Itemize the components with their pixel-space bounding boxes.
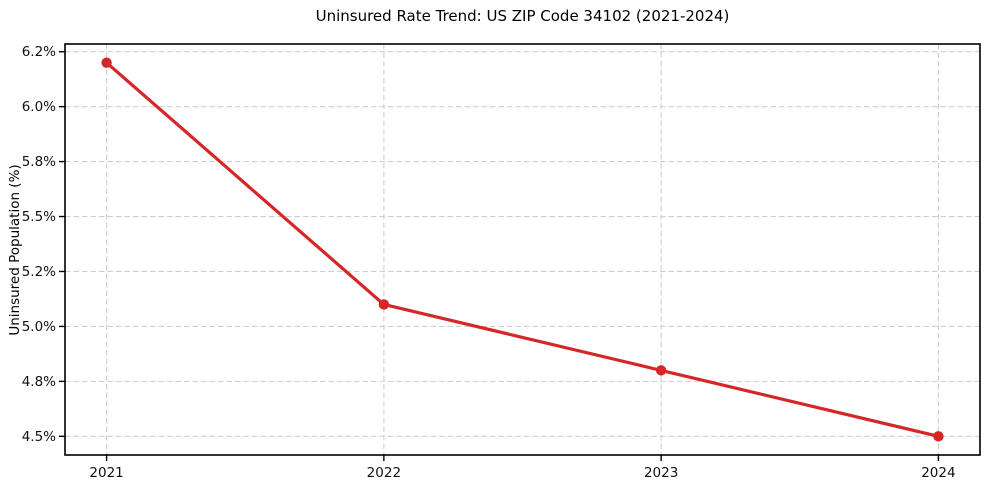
y-tick-label: 4.5% [22,429,56,445]
x-tick-label: 2022 [367,465,401,481]
x-tick-label: 2024 [921,465,955,481]
y-tick-label: 5.2% [22,264,56,280]
data-point-2024 [933,431,944,442]
data-point-2022 [378,299,390,310]
plot-border [64,43,981,456]
y-tick-label: 6.0% [22,99,56,115]
x-tick-label: 2023 [644,465,678,481]
y-axis-label: Uninsured Population (%) [7,164,23,336]
y-tick-label: 5.0% [22,319,56,335]
y-tick-label: 5.8% [22,154,56,170]
chart-title: Uninsured Rate Trend: US ZIP Code 34102 … [315,7,730,25]
y-tick-label: 6.2% [22,44,56,60]
data-point-2023 [655,365,667,376]
x-tick-label: 2021 [89,465,123,481]
data-point-2021 [101,57,112,68]
trend-line [104,61,941,438]
y-tick-label: 4.8% [22,374,56,390]
y-tick-label: 5.5% [22,209,56,225]
